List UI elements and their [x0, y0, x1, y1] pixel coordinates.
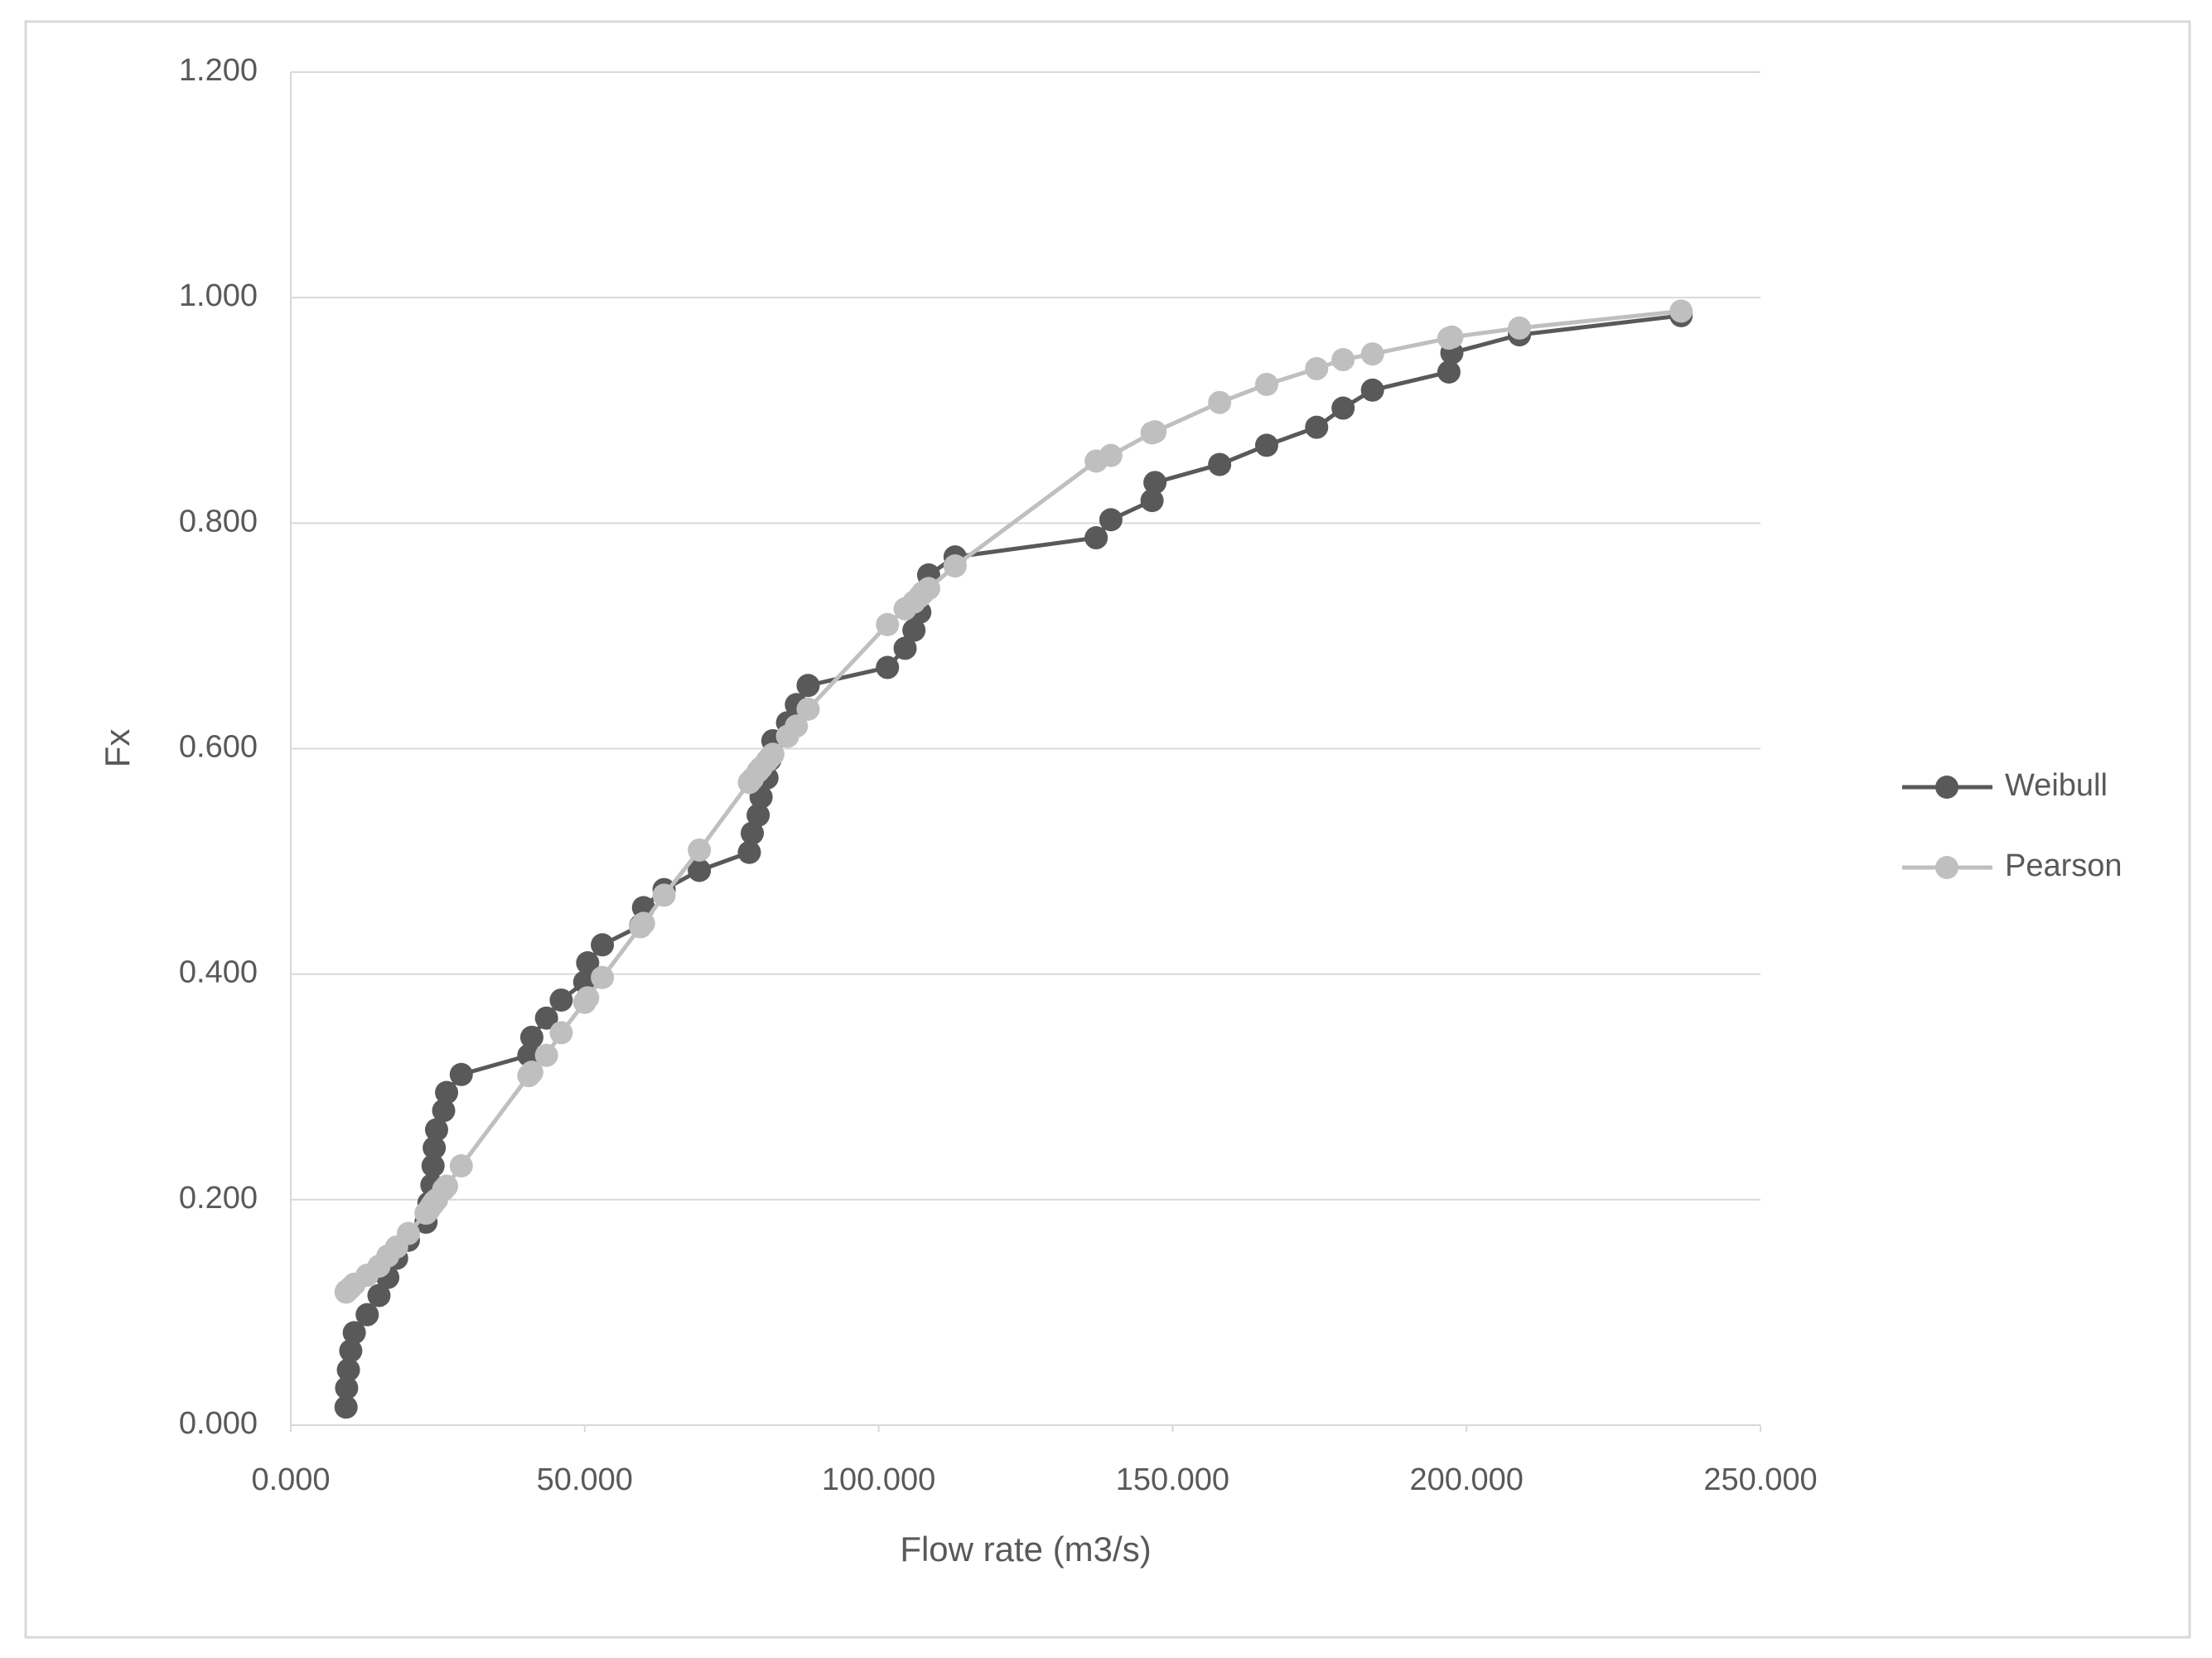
y-tick-label: 0.800 [179, 504, 258, 539]
data-point [1208, 452, 1232, 476]
data-point [435, 1174, 459, 1198]
data-point [1254, 433, 1278, 457]
data-point [1331, 348, 1355, 372]
data-point [1669, 299, 1693, 323]
data-point [335, 1376, 359, 1400]
y-tick-label: 0.200 [179, 1181, 258, 1216]
data-point [423, 1136, 447, 1160]
data-point [746, 803, 770, 827]
data-point [449, 1062, 473, 1086]
legend-label: Pearson [2005, 848, 2123, 883]
data-point [1437, 360, 1461, 384]
y-tick-label: 0.600 [179, 730, 258, 765]
data-point [1099, 443, 1123, 467]
data-point [1254, 372, 1278, 396]
data-point [342, 1321, 366, 1345]
x-axis-title: Flow rate (m3/s) [900, 1530, 1151, 1569]
x-tick-label: 0.000 [251, 1462, 330, 1497]
x-tick-label: 250.000 [1703, 1462, 1817, 1497]
data-point [916, 577, 940, 601]
data-point [367, 1283, 391, 1308]
data-point [519, 1061, 543, 1085]
data-point [549, 1021, 573, 1045]
data-point [519, 1025, 543, 1049]
data-point [336, 1358, 360, 1382]
data-point [1440, 325, 1464, 349]
data-point [688, 838, 712, 862]
data-point [576, 951, 600, 975]
data-point [1099, 508, 1123, 532]
data-point [741, 821, 765, 845]
data-point [1508, 316, 1532, 340]
legend-label: Weibull [2005, 768, 2108, 803]
data-point [1140, 489, 1164, 513]
data-point [334, 1395, 358, 1419]
y-tick-label: 0.000 [179, 1406, 258, 1441]
data-point [1208, 390, 1232, 414]
data-point [591, 933, 615, 957]
data-point [902, 618, 926, 642]
data-point [432, 1099, 456, 1123]
data-point [943, 554, 967, 578]
data-point [1360, 378, 1384, 402]
data-point [591, 965, 615, 989]
data-point [549, 988, 573, 1012]
x-tick-label: 150.000 [1116, 1462, 1229, 1497]
data-point [893, 636, 917, 660]
data-point [355, 1303, 379, 1327]
data-point [761, 742, 785, 766]
data-point [396, 1221, 420, 1245]
data-point [652, 883, 676, 907]
chart-frame [24, 20, 2191, 1639]
data-point [737, 840, 761, 864]
data-point [785, 714, 809, 738]
y-tick-label: 1.000 [179, 278, 258, 313]
data-point [876, 612, 900, 636]
data-point [1143, 420, 1167, 444]
x-tick-label: 50.000 [537, 1462, 633, 1497]
data-point [1305, 415, 1329, 439]
data-point [449, 1154, 473, 1178]
x-tick-label: 100.000 [822, 1462, 935, 1497]
data-point [534, 1006, 558, 1030]
data-point [796, 674, 820, 698]
data-point [796, 697, 820, 721]
data-point [688, 858, 712, 882]
data-point [631, 911, 655, 935]
data-point [339, 1339, 363, 1363]
data-point [1143, 471, 1167, 495]
data-point [534, 1043, 558, 1067]
y-tick-label: 1.200 [179, 53, 258, 88]
legend-marker [1935, 776, 1958, 799]
data-point [435, 1080, 459, 1105]
data-point [876, 655, 900, 679]
data-point [576, 986, 600, 1010]
x-tick-label: 200.000 [1410, 1462, 1524, 1497]
data-point [1360, 342, 1384, 366]
data-point [1305, 356, 1329, 380]
y-axis-title: Fx [98, 729, 137, 768]
data-point [1084, 526, 1108, 550]
data-point [424, 1118, 448, 1142]
data-point [421, 1154, 445, 1178]
legend-marker [1935, 856, 1958, 879]
data-point [1331, 396, 1355, 420]
y-tick-label: 0.400 [179, 955, 258, 990]
